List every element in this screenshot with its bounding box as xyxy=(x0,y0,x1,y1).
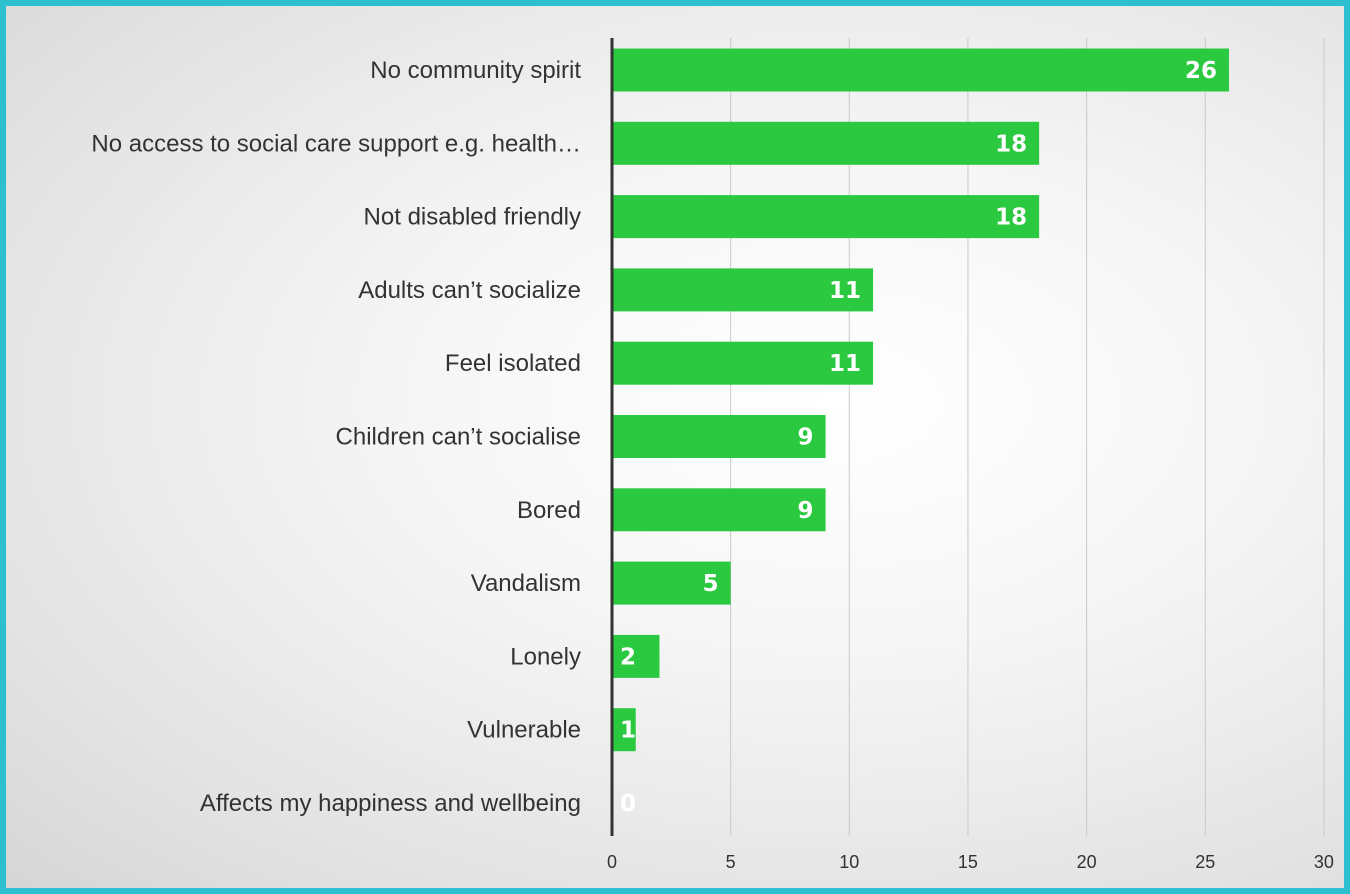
category-label: Not disabled friendly xyxy=(364,204,581,231)
category-label: Affects my happiness and wellbeing xyxy=(200,790,581,817)
category-label: Bored xyxy=(517,497,581,524)
x-tick-label: 15 xyxy=(958,852,978,872)
data-label: 5 xyxy=(703,571,719,597)
category-label: Feel isolated xyxy=(445,350,581,377)
bar-chart: No community spirit No access to social c… xyxy=(91,38,1334,872)
bar xyxy=(612,488,826,532)
bars xyxy=(612,48,1229,752)
data-label: 9 xyxy=(798,498,814,524)
data-label: 18 xyxy=(995,205,1027,231)
gridlines xyxy=(730,38,1325,836)
bar xyxy=(612,341,874,385)
bar xyxy=(612,708,636,752)
data-label: 18 xyxy=(995,131,1027,157)
data-labels: 26 18 18 11 11 9 9 5 2 1 0 xyxy=(620,58,1217,817)
category-label: Vandalism xyxy=(471,570,581,597)
data-label: 2 xyxy=(620,644,636,670)
data-label: 11 xyxy=(829,278,861,304)
bar xyxy=(612,268,874,312)
category-labels: No community spirit No access to social c… xyxy=(91,57,581,817)
bar xyxy=(612,561,731,605)
x-axis-ticks: 0 5 10 15 20 25 30 xyxy=(607,852,1334,872)
x-tick-label: 25 xyxy=(1195,852,1215,872)
x-tick-label: 5 xyxy=(726,852,736,872)
category-label: No community spirit xyxy=(370,57,581,84)
data-label: 0 xyxy=(620,791,636,817)
data-label: 1 xyxy=(620,718,636,744)
data-label: 9 xyxy=(798,425,814,451)
bar xyxy=(612,195,1040,239)
category-label: Vulnerable xyxy=(467,717,581,744)
x-tick-label: 0 xyxy=(607,852,617,872)
bar xyxy=(612,634,660,678)
bar xyxy=(612,121,1040,165)
data-label: 26 xyxy=(1185,58,1217,84)
x-tick-label: 20 xyxy=(1077,852,1097,872)
category-label: Adults can’t socialize xyxy=(358,277,581,304)
x-tick-label: 30 xyxy=(1314,852,1334,872)
bar xyxy=(612,48,1229,92)
category-label: Children can’t socialise xyxy=(336,424,581,451)
chart-frame: No community spirit No access to social c… xyxy=(6,6,1344,888)
bar xyxy=(612,415,826,458)
x-tick-label: 10 xyxy=(839,852,859,872)
category-label: Lonely xyxy=(510,643,581,670)
data-label: 11 xyxy=(829,351,861,377)
category-label: No access to social care support e.g. he… xyxy=(91,130,581,157)
